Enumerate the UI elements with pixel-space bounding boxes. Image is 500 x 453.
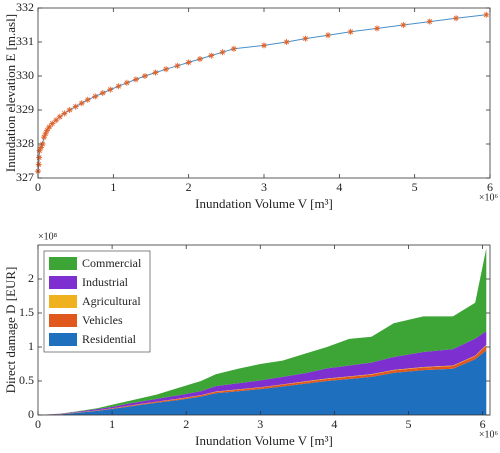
y-multiplier: ×10⁸ [38, 231, 58, 242]
x-tick-label: 0 [35, 180, 41, 194]
y-tick-label: 328 [16, 136, 34, 150]
data-marker [219, 49, 226, 56]
y-tick-label: 0.5 [19, 373, 34, 387]
legend-swatch [49, 276, 77, 289]
x-tick-label: 5 [405, 417, 411, 431]
y-tick-label: 1.5 [19, 305, 34, 319]
x-tick-label: 3 [261, 180, 267, 194]
data-marker [453, 15, 460, 22]
data-marker [53, 117, 60, 124]
legend-label: Commercial [82, 256, 142, 270]
x-tick-label: 0 [35, 417, 41, 431]
data-marker [42, 130, 49, 137]
x-tick-label: 5 [412, 180, 418, 194]
data-marker [483, 11, 490, 18]
y-axis-label: Direct damage D [EUR] [3, 267, 18, 394]
data-marker [84, 96, 91, 103]
subplot: 0 1 2 3 4 5 6 0 0.5 1 1.5 2 Inundation Volume V [m³]… [3, 231, 499, 448]
subplot: 0 1 2 3 4 5 6 327 328 329 330 331 332 Inundation Volu… [3, 0, 499, 211]
legend-swatch [49, 333, 77, 346]
data-marker [72, 103, 79, 110]
legend: Commercial Industrial Agricultural Vehicles… [43, 250, 151, 353]
data-marker [132, 76, 139, 83]
data-marker [174, 62, 181, 69]
area [38, 248, 487, 415]
y-tick-label: 327 [16, 170, 34, 184]
data-marker [107, 86, 114, 93]
x-tick-label: 3 [257, 417, 263, 431]
x-tick-label: 1 [110, 180, 116, 194]
data-marker [400, 22, 407, 28]
x-tick-label: 6 [480, 417, 486, 431]
data-marker [39, 141, 46, 147]
plot-area [38, 8, 490, 178]
axes-frame [37, 244, 491, 416]
area [38, 350, 487, 415]
data-marker [66, 107, 73, 113]
data-marker [325, 32, 332, 39]
data-marker [38, 144, 45, 151]
data-marker [152, 69, 159, 76]
data-marker [123, 79, 130, 86]
data-marker [78, 100, 85, 107]
y-tick-label: 330 [16, 68, 34, 82]
legend-label: Agricultural [82, 294, 141, 308]
data-marker [46, 124, 53, 130]
x-tick-label: 2 [183, 417, 189, 431]
legend-label: Vehicles [82, 313, 123, 327]
data-marker [56, 113, 63, 120]
x-multiplier: ×10⁶ [479, 429, 499, 440]
legend-swatch [49, 314, 77, 327]
data-marker [41, 134, 48, 141]
y-tick-label: 2 [28, 271, 34, 285]
data-marker [115, 83, 122, 90]
data-marker [141, 73, 148, 79]
data-marker [261, 42, 267, 49]
x-tick-label: 4 [336, 180, 342, 194]
x-tick-label: 1 [109, 417, 115, 431]
data-marker [99, 90, 106, 96]
x-axis-label: Inundation Volume V [m³] [195, 196, 333, 211]
y-tick-label: 0 [28, 407, 34, 421]
data-marker [163, 66, 170, 73]
data-marker [196, 56, 203, 62]
x-tick-label: 6 [487, 180, 493, 194]
data-marker [92, 93, 99, 100]
data-marker [208, 52, 215, 59]
x-tick-label: 2 [186, 180, 192, 194]
y-tick-label: 1 [28, 339, 34, 353]
legend-label: Industrial [82, 275, 129, 289]
y-tick-label: 331 [16, 34, 34, 48]
data-marker [44, 127, 51, 134]
data-marker [302, 35, 309, 42]
data-marker [36, 154, 43, 161]
y-tick-label: 329 [16, 102, 34, 116]
legend-swatch [49, 295, 77, 308]
x-tick-label: 4 [331, 417, 337, 431]
data-marker [230, 45, 237, 52]
legend-swatch [49, 257, 77, 270]
data-marker [36, 147, 43, 154]
legend-label: Residential [82, 332, 137, 346]
data-marker [283, 39, 290, 45]
data-marker [374, 25, 380, 32]
x-multiplier: ×10⁶ [479, 192, 499, 203]
x-axis-label: Inundation Volume V [m³] [195, 433, 333, 448]
data-marker [35, 161, 42, 168]
data-marker [426, 18, 433, 25]
data-marker [347, 28, 354, 35]
y-tick-label: 332 [16, 0, 34, 14]
data-marker [61, 110, 68, 117]
data-marker [49, 120, 56, 127]
y-axis-label: Inundation elevation E [m.asl] [3, 14, 18, 172]
data-marker [185, 59, 192, 66]
